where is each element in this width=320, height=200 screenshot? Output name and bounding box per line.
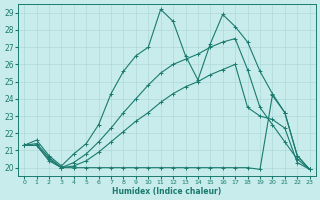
- X-axis label: Humidex (Indice chaleur): Humidex (Indice chaleur): [112, 187, 221, 196]
